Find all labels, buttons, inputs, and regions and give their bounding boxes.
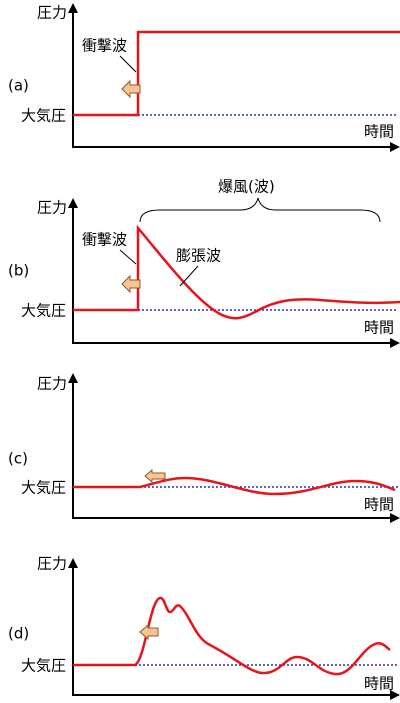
arrow-head	[390, 338, 400, 348]
arrow-head	[68, 3, 78, 13]
panel-d: (d) 圧力 大気圧 時間	[8, 555, 400, 700]
shock-label: 衝撃波	[82, 231, 127, 249]
x-axis-label: 時間	[364, 319, 394, 337]
panel-c: (c) 圧力 大気圧 時間	[8, 373, 400, 523]
baseline-label: 大気圧	[21, 302, 66, 320]
leader	[119, 249, 137, 265]
baseline-label: 大気圧	[21, 107, 66, 125]
direction-arrow	[121, 79, 141, 99]
panel-label: (c)	[8, 450, 28, 468]
axes	[72, 10, 393, 148]
arrow-head	[390, 690, 400, 700]
pressure-curve	[73, 224, 400, 320]
baseline-label: 大気圧	[21, 479, 66, 497]
arrow-head	[390, 513, 400, 523]
y-axis-label: 圧力	[37, 199, 67, 217]
direction-arrow	[144, 468, 166, 484]
blast-label: 爆風(波)	[218, 178, 275, 196]
y-axis-label: 圧力	[37, 4, 67, 22]
leader	[119, 55, 137, 73]
axes	[72, 565, 393, 696]
direction-arrow	[139, 623, 159, 641]
axes	[72, 380, 393, 519]
x-axis-label: 時間	[364, 123, 394, 141]
shock-label: 衝撃波	[82, 37, 127, 55]
panel-label: (b)	[8, 262, 29, 280]
x-axis-label: 時間	[364, 675, 394, 693]
expansion-label: 膨張波	[176, 247, 221, 265]
baseline-label: 大気圧	[21, 657, 66, 675]
panel-a: (a) 圧力 大気圧 時間 衝撃波	[8, 3, 400, 152]
arrow-head	[68, 373, 78, 383]
panel-b: (b) 圧力 大気圧 時間 衝撃波 膨張波 爆風(波)	[8, 178, 400, 348]
arrow-head	[68, 198, 78, 208]
axes	[72, 205, 393, 344]
direction-arrow	[121, 274, 141, 294]
y-axis-label: 圧力	[37, 555, 67, 573]
panel-label: (a)	[8, 77, 29, 95]
pressure-curve	[73, 476, 396, 496]
brace	[139, 197, 381, 223]
arrow-head	[390, 142, 400, 152]
pressure-curve	[73, 596, 391, 676]
x-axis-label: 時間	[364, 496, 394, 514]
y-axis-label: 圧力	[37, 375, 67, 393]
pressure-curve	[73, 30, 400, 117]
leader	[179, 265, 199, 287]
panel-label: (d)	[8, 625, 29, 643]
arrow-head	[68, 558, 78, 568]
